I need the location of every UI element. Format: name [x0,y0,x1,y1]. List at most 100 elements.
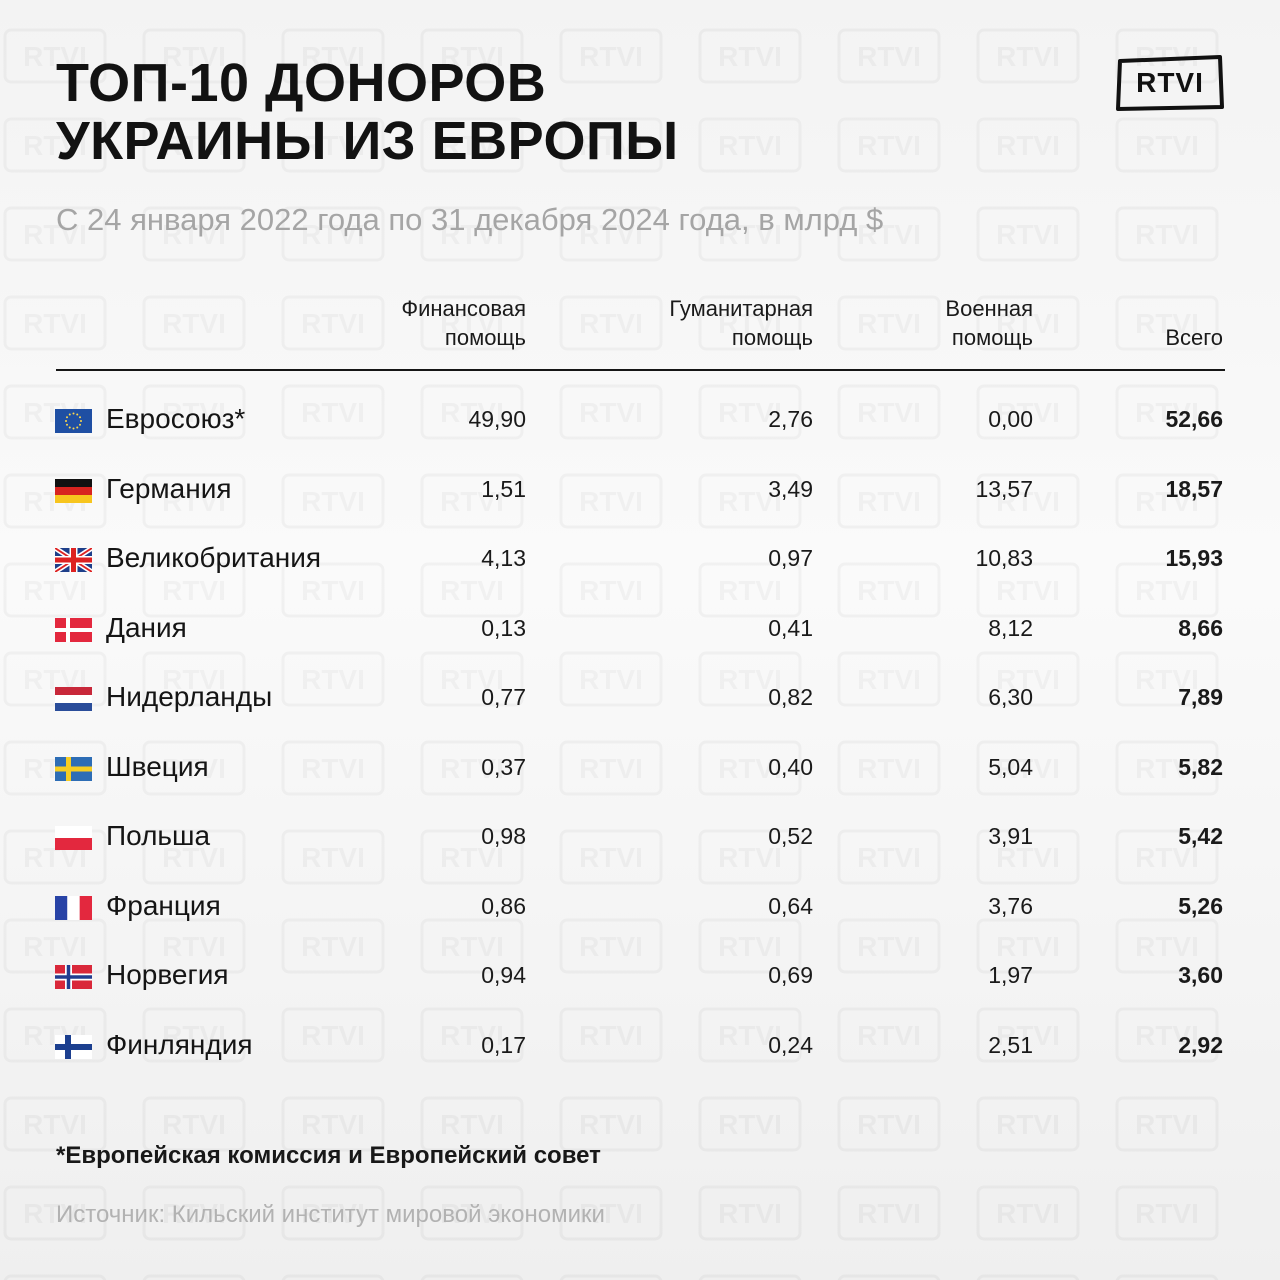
cell-military: 2,51 [988,1031,1033,1058]
cell-military: 5,04 [988,753,1033,780]
table-row: Нидерланды 0,77 0,82 6,30 7,89 [0,679,1280,719]
table-row: Польша 0,98 0,52 3,91 5,42 [0,818,1280,858]
watermark-tile: RTVI [5,297,105,349]
cell-military: 3,76 [988,892,1033,919]
table-row: Финляндия 0,17 0,24 2,51 2,92 [0,1027,1280,1067]
svg-text:RTVI: RTVI [162,1109,226,1140]
cell-total: 3,60 [1178,962,1223,988]
watermark-tile: RTVI [561,1276,661,1280]
cell-financial: 0,37 [481,753,526,780]
poland-flag-icon [55,826,92,850]
france-flag-icon [55,895,92,920]
svg-text:RTVI: RTVI [857,130,921,161]
cell-military: 0,00 [988,406,1033,432]
cell-humanitarian: 0,69 [768,962,813,988]
watermark-tile: RTVI [1117,208,1217,260]
column-header-humanitarian-line-1: Гуманитарная [669,296,813,321]
watermark-tile: RTVI [839,1276,939,1280]
svg-text:RTVI: RTVI [23,1109,87,1140]
watermark-tile: RTVI [422,1276,522,1280]
watermark-tile: RTVI [839,30,939,82]
cell-humanitarian: 2,76 [768,406,813,432]
cell-total: 5,42 [1178,823,1223,849]
cell-total: 5,82 [1178,753,1223,780]
cell-humanitarian: 0,24 [768,1031,813,1058]
watermark-tile: RTVI [144,1276,244,1280]
country-name: Норвегия [106,959,229,990]
sweden-flag-icon [55,756,92,781]
country-name: Швеция [106,750,209,782]
country-name: Нидерланды [106,681,273,712]
watermark-tile: RTVI [978,30,1078,82]
watermark-tile: RTVI [5,1276,105,1280]
cell-total: 7,89 [1178,684,1223,710]
svg-text:RTVI: RTVI [162,308,226,339]
cell-total: 2,92 [1178,1031,1223,1058]
uk-flag-icon [53,545,94,575]
cell-humanitarian: 0,82 [768,684,813,710]
watermark-tile: RTVI [839,1098,939,1150]
watermark-tile: RTVI [1117,1098,1217,1150]
cell-military: 10,83 [975,545,1033,571]
denmark-flag-icon [55,617,92,642]
svg-text:RTVI: RTVI [718,1198,782,1229]
column-header-military: Военная помощь [833,294,1033,352]
country-name: Польша [106,820,211,851]
watermark-tile: RTVI [700,1187,800,1239]
watermark-tile: RTVI [978,208,1078,260]
cell-military: 6,30 [988,684,1033,710]
watermark-tile: RTVI [978,1276,1078,1280]
cell-financial: 0,13 [481,614,526,641]
country-name: Великобритания [106,542,322,573]
cell-total: 8,66 [1178,614,1223,641]
cell-total: 52,66 [1165,406,1223,432]
cell-humanitarian: 3,49 [768,475,813,502]
svg-text:RTVI: RTVI [1135,130,1199,161]
norway-flag-icon [55,965,92,989]
column-header-total-line-1 [1023,294,1223,323]
svg-text:RTVI: RTVI [996,1198,1060,1229]
country-name: Дания [106,611,187,643]
column-header-financial-line-2: помощь [444,325,526,350]
column-header-total-line-2: Всего [1165,325,1223,350]
cell-military: 1,97 [988,962,1033,988]
cell-total: 5,26 [1178,892,1223,919]
source-note: Источник: Кильский институт мировой экон… [56,1201,605,1228]
watermark-tile: RTVI [1117,1187,1217,1239]
watermark-tile: RTVI [700,119,800,171]
svg-text:RTVI: RTVI [440,1109,504,1140]
table-row: Германия 1,51 3,49 13,57 18,57 [0,471,1280,511]
watermark-tile: RTVI [1117,119,1217,171]
eu-flag-icon [55,409,92,433]
cell-financial: 0,77 [481,684,526,710]
watermark-tile: RTVI [700,1098,800,1150]
watermark-tile: RTVI [144,297,244,349]
column-header-military-line-2: помощь [951,325,1033,350]
country-name: Германия [106,472,232,504]
cell-military: 13,57 [975,475,1033,502]
cell-humanitarian: 0,41 [768,614,813,641]
watermark-tile: RTVI [839,119,939,171]
watermark-tile: RTVI [283,1276,383,1280]
svg-text:RTVI: RTVI [718,1109,782,1140]
column-header-financial: Финансовая помощь [326,294,526,352]
table-row: Дания 0,13 0,41 8,12 8,66 [0,610,1280,650]
country-name: Франция [106,889,221,921]
svg-text:RTVI: RTVI [857,1109,921,1140]
cell-financial: 49,90 [468,406,526,432]
watermark-tile: RTVI [1117,1276,1217,1280]
column-header-humanitarian: Гуманитарная помощь [613,294,813,352]
column-header-military-line-1: Военная [945,296,1033,321]
watermark-tile: RTVI [978,119,1078,171]
cell-humanitarian: 0,97 [768,545,813,571]
subtitle: С 24 января 2022 года по 31 декабря 2024… [56,202,884,237]
table-row: Швеция 0,37 0,40 5,04 5,82 [0,749,1280,789]
cell-total: 18,57 [1165,475,1223,502]
cell-humanitarian: 0,64 [768,892,813,919]
svg-text:RTVI: RTVI [718,130,782,161]
column-header-total: Всего [1023,294,1223,352]
watermark-tile: RTVI [700,1276,800,1280]
cell-humanitarian: 0,40 [768,753,813,780]
title-line-2: УКРАИНЫ ИЗ ЕВРОПЫ [56,111,679,171]
svg-text:RTVI: RTVI [1135,219,1199,250]
